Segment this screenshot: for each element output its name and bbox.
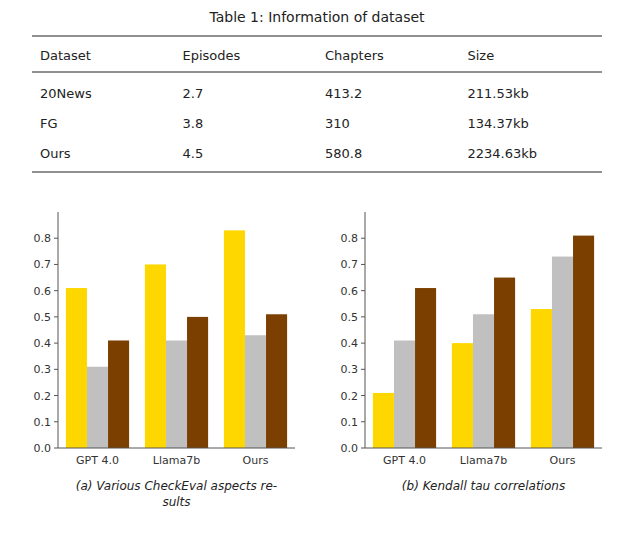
y-tick-label: 0.3 [34,363,52,376]
bar [373,393,394,448]
bar [245,335,266,448]
y-tick [54,421,58,422]
table: Table 1: Information of dataset Dataset Ep… [32,9,602,172]
figure: Table 1: Information of dataset Dataset Ep… [0,0,634,548]
y-axis-line [58,212,59,448]
table-cell: 3.8 [183,116,204,131]
table-rule-header [32,72,602,73]
bar-chart: 0.0 0.1 0.2 0.3 0.4 0.5 0.6 0.7 0.8 GPT 4.0 Llama7… [341,212,603,493]
chart-caption: sults [162,495,190,509]
table-header: Size [468,48,495,63]
bar [531,309,552,448]
y-tick-label: 0.0 [341,442,359,455]
y-tick [361,369,365,370]
table-title: Table 1: Information of dataset [208,9,425,25]
x-tick-label: Ours [550,454,576,467]
y-tick [361,421,365,422]
x-tick-label: GPT 4.0 [383,454,426,467]
bar [108,340,129,448]
table-header: Dataset [40,48,91,63]
y-tick-label: 0.5 [34,311,52,324]
bar [187,317,208,448]
y-tick [54,316,58,317]
y-tick-label: 0.2 [34,390,52,403]
y-tick [54,238,58,239]
table-rule-top [32,36,602,37]
y-tick-label: 0.0 [34,442,52,455]
table-cell: 580.8 [325,146,362,161]
x-tick-label: Llama7b [460,454,507,467]
bars [373,236,594,448]
x-tick-label: Ours [243,454,269,467]
y-tick-label: 0.7 [34,258,52,271]
bar [394,340,415,448]
y-tick [361,264,365,265]
y-tick-label: 0.6 [34,285,52,298]
table-header: Episodes [183,48,241,63]
y-tick-label: 0.4 [341,337,359,350]
y-tick [361,290,365,291]
y-tick-label: 0.4 [34,337,52,350]
table-cell: 4.5 [183,146,204,161]
table-cell: Ours [40,146,71,161]
chart-caption: (a) Various CheckEval aspects re- [76,479,277,493]
bars [66,230,287,448]
bar [473,314,494,448]
y-tick [54,448,58,449]
y-tick [361,343,365,344]
chart-caption: (b) Kendall tau correlations [402,479,565,493]
y-tick-label: 0.1 [34,416,52,429]
bar [66,288,87,448]
bar [224,230,245,448]
bar-chart: 0.0 0.1 0.2 0.3 0.4 0.5 0.6 0.7 0.8 GPT 4.0 Llama7… [34,212,296,509]
x-axis-line [58,448,295,449]
bar [452,343,473,448]
bar [166,340,187,448]
bar [87,367,108,448]
y-tick [361,395,365,396]
y-tick-label: 0.2 [341,390,359,403]
y-tick [361,448,365,449]
y-tick-label: 0.8 [34,232,52,245]
y-tick [54,395,58,396]
x-tick-label: Llama7b [153,454,200,467]
y-tick-label: 0.7 [341,258,359,271]
table-cell: 413.2 [325,86,362,101]
x-tick-label: GPT 4.0 [76,454,119,467]
bar [494,278,515,448]
table-cell: 134.37kb [468,116,529,131]
y-tick [54,343,58,344]
x-axis-line [365,448,602,449]
y-tick [361,238,365,239]
bar [145,264,166,448]
y-tick-label: 0.3 [341,363,359,376]
y-tick [54,290,58,291]
table-cell: 2234.63kb [468,146,538,161]
y-tick-label: 0.5 [341,311,359,324]
table-cell: FG [40,116,58,131]
table-cell: 20News [40,86,92,101]
y-axis-line [365,212,366,448]
y-tick-label: 0.1 [341,416,359,429]
bar [552,257,573,448]
y-tick [54,264,58,265]
y-tick-label: 0.8 [341,232,359,245]
table-cell: 310 [325,116,350,131]
table-cell: 2.7 [183,86,204,101]
y-tick [361,316,365,317]
table-rule-bottom [32,172,602,173]
y-tick-label: 0.6 [341,285,359,298]
bar [266,314,287,448]
table-header: Chapters [325,48,384,63]
table-cell: 211.53kb [468,86,529,101]
y-tick [54,369,58,370]
bar [415,288,436,448]
bar [573,236,594,448]
